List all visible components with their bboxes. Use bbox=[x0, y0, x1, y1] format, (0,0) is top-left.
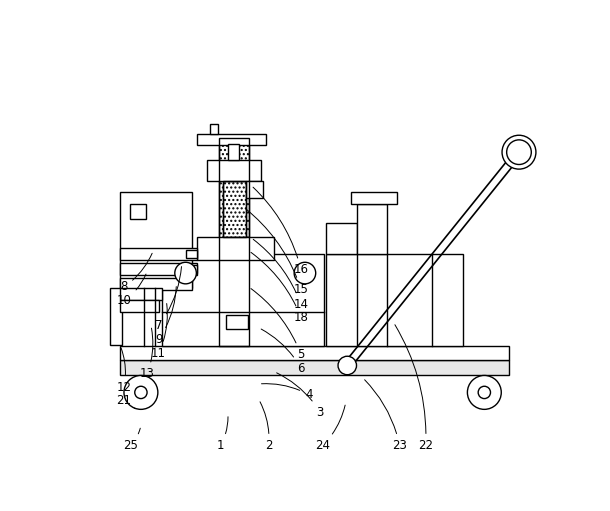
Bar bbox=[197, 237, 274, 260]
Text: 2: 2 bbox=[260, 402, 273, 452]
Bar bbox=[226, 315, 248, 329]
Circle shape bbox=[507, 140, 531, 165]
Bar bbox=[228, 145, 239, 160]
Circle shape bbox=[135, 386, 147, 399]
Text: 1: 1 bbox=[217, 417, 228, 452]
Text: 4: 4 bbox=[262, 384, 312, 401]
Circle shape bbox=[478, 386, 490, 399]
Bar bbox=[351, 192, 397, 204]
Text: 8: 8 bbox=[120, 253, 152, 293]
Text: 3: 3 bbox=[277, 373, 324, 419]
Bar bbox=[120, 263, 197, 275]
Text: 25: 25 bbox=[123, 428, 140, 452]
Text: 12: 12 bbox=[117, 348, 132, 393]
Circle shape bbox=[467, 376, 501, 409]
Text: 21: 21 bbox=[117, 394, 135, 409]
Bar bbox=[185, 265, 197, 273]
Bar bbox=[246, 181, 262, 198]
Bar bbox=[356, 204, 387, 254]
Bar bbox=[326, 254, 463, 346]
Bar bbox=[218, 138, 249, 346]
Bar bbox=[326, 223, 356, 254]
Bar bbox=[120, 346, 509, 360]
Text: 22: 22 bbox=[395, 324, 433, 452]
Text: 15: 15 bbox=[245, 208, 309, 296]
Circle shape bbox=[175, 262, 196, 284]
Bar bbox=[110, 289, 123, 345]
Text: 18: 18 bbox=[251, 252, 309, 324]
Bar bbox=[162, 254, 324, 346]
Bar bbox=[197, 134, 267, 145]
Circle shape bbox=[502, 135, 536, 169]
Text: 7: 7 bbox=[155, 267, 182, 332]
Text: 16: 16 bbox=[253, 187, 309, 276]
Text: 14: 14 bbox=[253, 239, 309, 311]
Bar bbox=[185, 250, 197, 258]
Bar bbox=[130, 204, 146, 219]
Text: 24: 24 bbox=[315, 405, 345, 452]
Bar bbox=[223, 181, 246, 237]
Text: 9: 9 bbox=[155, 287, 176, 346]
Bar bbox=[120, 300, 159, 312]
Text: 10: 10 bbox=[117, 274, 146, 307]
Bar bbox=[120, 360, 509, 376]
Bar bbox=[120, 192, 192, 289]
Bar bbox=[210, 125, 218, 134]
Bar bbox=[223, 181, 246, 237]
Circle shape bbox=[124, 376, 158, 409]
Text: 23: 23 bbox=[365, 380, 407, 452]
Bar bbox=[120, 289, 162, 300]
Bar bbox=[207, 160, 261, 181]
Text: 11: 11 bbox=[151, 304, 167, 360]
Circle shape bbox=[338, 356, 356, 375]
Text: 13: 13 bbox=[140, 328, 154, 381]
Circle shape bbox=[294, 262, 316, 284]
Bar bbox=[120, 278, 192, 290]
Bar bbox=[218, 138, 249, 346]
Bar bbox=[120, 248, 197, 260]
Text: 5: 5 bbox=[251, 289, 305, 361]
Text: 6: 6 bbox=[261, 329, 305, 375]
